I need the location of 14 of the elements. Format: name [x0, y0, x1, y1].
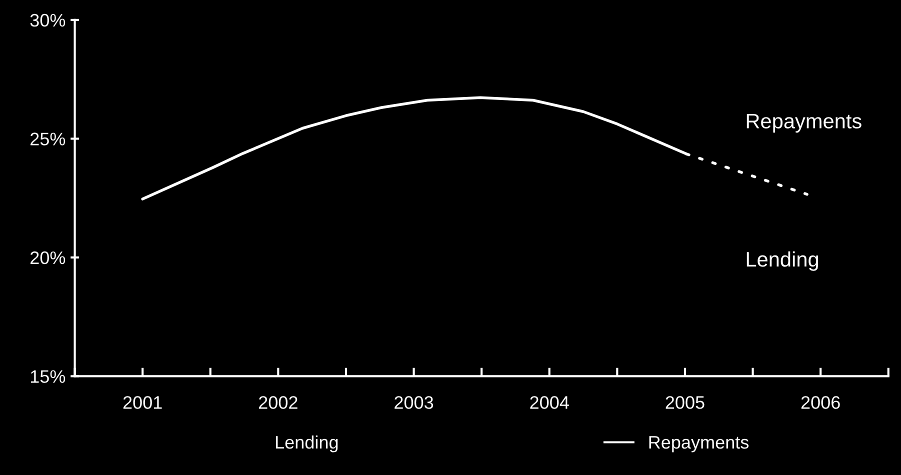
- y-tick-label: 25%: [30, 132, 66, 146]
- y-tick-label: 15%: [30, 370, 66, 383]
- y-tick-label: 20%: [30, 251, 66, 264]
- text: Lending: [276, 435, 338, 452]
- x-tick-label: 2005: [666, 396, 704, 409]
- x-tick-label: 2001: [123, 396, 162, 409]
- x-tick-label: 2003: [394, 396, 434, 409]
- x-tick-label: 2004: [530, 396, 569, 409]
- annotation: Lending: [746, 251, 818, 271]
- x-tick-label: 2006: [801, 396, 840, 409]
- x-tick-label: 2002: [259, 396, 298, 409]
- legend-label: Repayments: [649, 436, 749, 452]
- annotation: Repayments: [746, 114, 862, 133]
- y-tick-label: 30%: [30, 14, 66, 27]
